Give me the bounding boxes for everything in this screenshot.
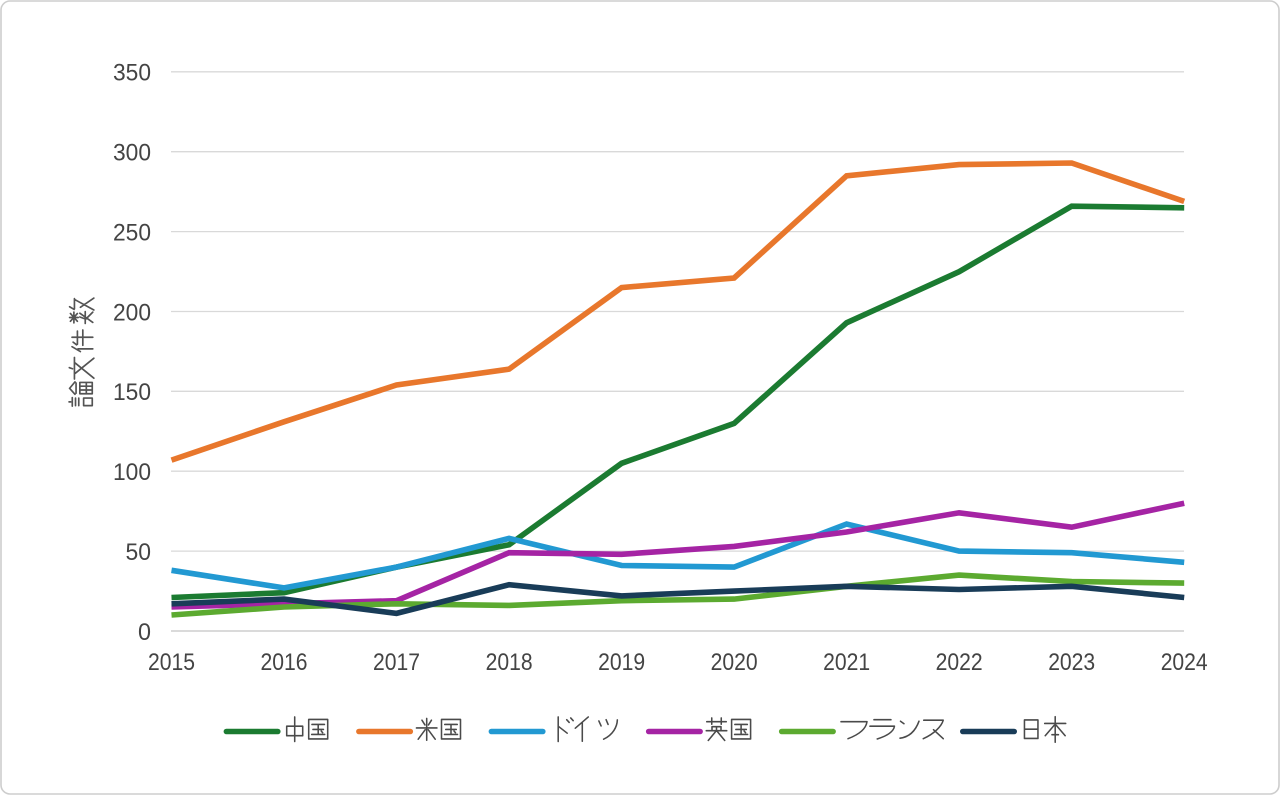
svg-text:50: 50 [126, 539, 152, 566]
svg-text:2015: 2015 [148, 649, 195, 676]
svg-text:2016: 2016 [261, 649, 308, 676]
svg-text:0: 0 [138, 619, 151, 646]
svg-text:2022: 2022 [936, 649, 983, 676]
svg-text:2024: 2024 [1161, 649, 1208, 676]
svg-text:200: 200 [113, 299, 151, 326]
svg-text:2021: 2021 [823, 649, 870, 676]
svg-text:350: 350 [113, 60, 151, 87]
svg-text:100: 100 [113, 459, 151, 486]
svg-text:2018: 2018 [486, 649, 533, 676]
svg-text:2023: 2023 [1048, 649, 1095, 676]
svg-text:150: 150 [113, 379, 151, 406]
svg-text:2020: 2020 [711, 649, 758, 676]
svg-text:2017: 2017 [373, 649, 420, 676]
svg-text:300: 300 [113, 140, 151, 167]
svg-text:2019: 2019 [598, 649, 645, 676]
svg-text:250: 250 [113, 219, 151, 246]
